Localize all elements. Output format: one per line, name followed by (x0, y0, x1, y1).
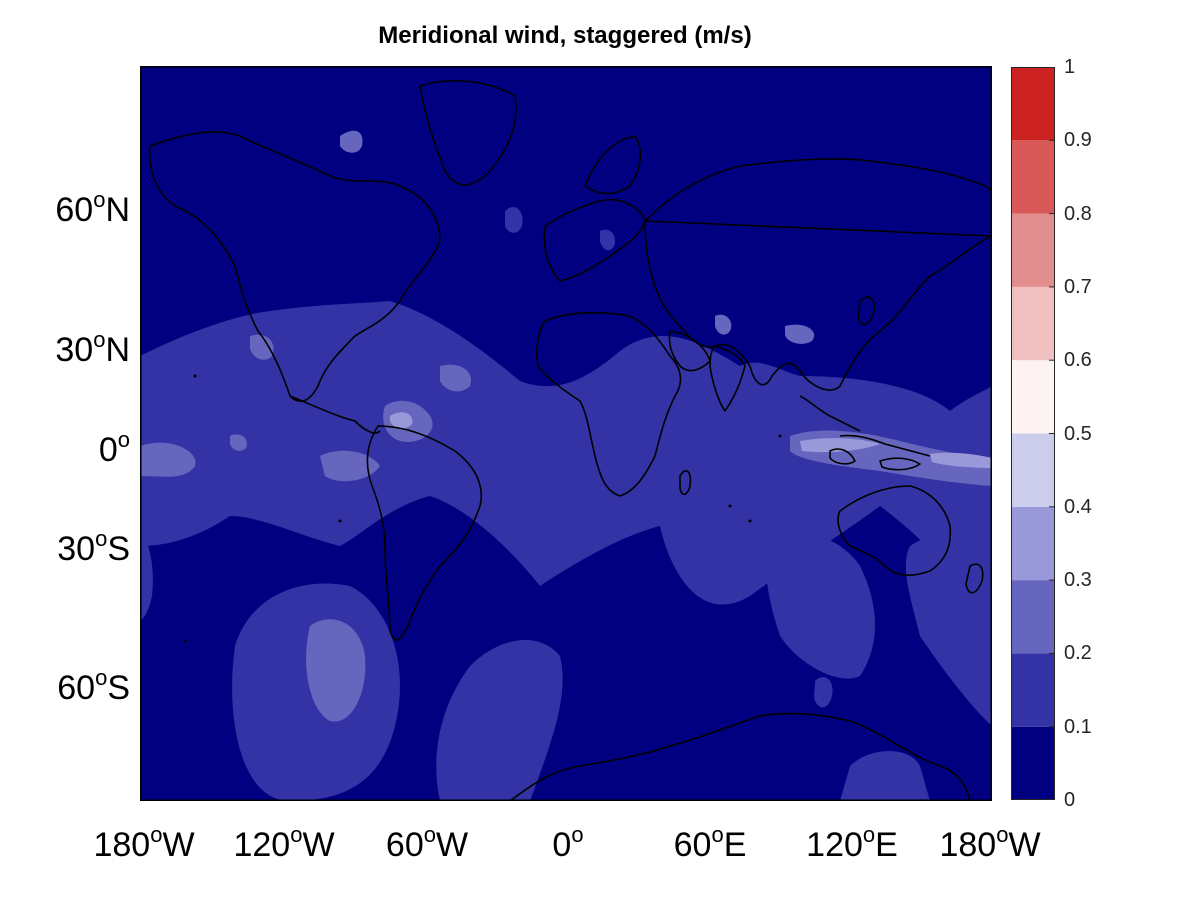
colorbar-level-swatch (1011, 360, 1055, 434)
contour-level-0.3-0.4 (390, 412, 992, 468)
x-tick-label: 0o (552, 822, 584, 864)
x-tick-label: 180oW (93, 822, 195, 864)
map-frame-border (140, 66, 992, 801)
colorbar-level-swatch (1011, 506, 1055, 581)
colorbar-swatches (1011, 66, 1055, 801)
colorbar-tick-label: 0.9 (1064, 129, 1092, 152)
x-tick-label: 120oE (806, 822, 898, 864)
colorbar-tick-label: 0.8 (1064, 202, 1092, 225)
y-tick-label: 30oN (55, 327, 130, 369)
colorbar-level-swatch (1011, 726, 1055, 800)
x-tick-label: 180oW (939, 822, 1041, 864)
colorbar-level-swatch (1011, 67, 1055, 141)
y-tick-label: 30oS (57, 526, 130, 568)
colorbar-tick-label: 0.3 (1064, 569, 1092, 592)
coastlines (149, 80, 992, 801)
x-tick-label: 60oW (385, 822, 469, 864)
y-tick-label: 0o (98, 427, 130, 469)
colorbar-tick-label: 1 (1064, 56, 1076, 78)
island-dots (183, 374, 782, 643)
colorbar-level-swatch (1011, 286, 1055, 361)
colorbar-level-swatch (1011, 433, 1055, 507)
colorbar-level-swatch (1011, 213, 1055, 287)
meridional-wind-map (140, 66, 992, 801)
x-tick-label: 60oE (673, 822, 747, 864)
y-tick-label: 60oN (55, 187, 130, 229)
colorbar-tick-label: 0.1 (1064, 715, 1092, 738)
colorbar (1011, 66, 1055, 801)
colorbar-tick-label: 0.6 (1064, 349, 1092, 372)
colorbar-tick-label: 0.5 (1064, 422, 1092, 445)
colorbar-tick-label: 0.7 (1064, 275, 1092, 298)
y-tick-label: 60oS (57, 665, 130, 707)
colorbar-level-swatch (1011, 580, 1055, 654)
colorbar-level-swatch (1011, 140, 1055, 214)
x-tick-label: 120oW (233, 822, 335, 864)
colorbar-level-swatch (1011, 653, 1055, 727)
colorbar-tick-label: 0 (1064, 789, 1076, 811)
map-plot-area (140, 66, 992, 801)
map-title: Meridional wind, staggered (m/s) (378, 22, 752, 49)
colorbar-tick-label: 0.2 (1064, 642, 1092, 665)
colorbar-tick-label: 0.4 (1064, 495, 1092, 518)
